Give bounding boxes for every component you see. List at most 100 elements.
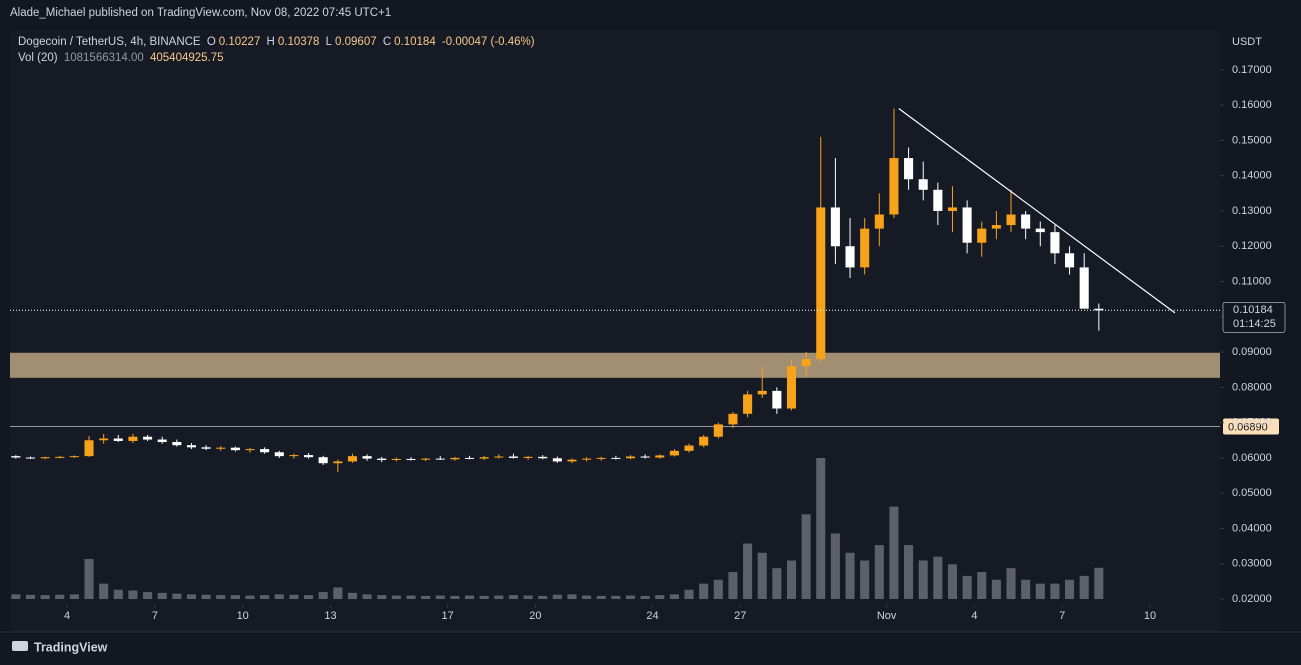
- volume-bar: [186, 594, 197, 599]
- vol-last: 405404925.75: [150, 52, 224, 64]
- volume-bar: [962, 575, 972, 599]
- candle-body: [816, 207, 826, 360]
- x-tick-label: 20: [529, 610, 541, 622]
- volume-bar: [99, 583, 109, 599]
- c-key: C: [382, 36, 392, 48]
- volume-bar: [640, 595, 650, 599]
- volume-bar: [860, 560, 870, 599]
- volume-bar: [260, 595, 270, 599]
- candle-body: [669, 450, 679, 456]
- volume-bar: [991, 579, 1001, 599]
- candle-body: [845, 246, 855, 268]
- volume-bar: [1050, 583, 1060, 599]
- candle-body: [743, 394, 753, 414]
- candle-body: [728, 413, 738, 425]
- vol-name: Vol (20): [18, 52, 58, 64]
- volume-bar: [684, 589, 694, 599]
- candle-body: [40, 457, 50, 459]
- candle-body: [552, 458, 562, 462]
- candle-body: [172, 442, 182, 446]
- candle-body: [406, 458, 416, 460]
- volume-bar: [289, 594, 299, 599]
- candle-body: [611, 457, 621, 459]
- h-key: H: [266, 36, 275, 48]
- volume-bar: [904, 545, 914, 599]
- candle-body: [99, 438, 109, 441]
- candle-body: [479, 457, 489, 459]
- volume-bar: [377, 595, 387, 599]
- level-label: 0.06890: [1228, 421, 1268, 433]
- candle-body: [1050, 232, 1060, 254]
- support-zone: [10, 352, 1220, 378]
- y-tick-label: 0.11000: [1232, 275, 1271, 287]
- volume-bar: [845, 552, 855, 599]
- candle-body: [494, 456, 504, 458]
- volume-bar: [1065, 579, 1075, 599]
- volume-bar: [391, 595, 401, 599]
- candle-body: [347, 456, 357, 462]
- volume-bar: [230, 595, 240, 599]
- candle-body: [435, 458, 445, 460]
- candle-body: [143, 436, 153, 440]
- candle-body: [318, 457, 328, 464]
- change: -0.00047 (-0.46%): [441, 36, 535, 48]
- candle-body: [625, 456, 636, 459]
- brand: TradingView: [34, 640, 108, 654]
- volume-bar: [333, 587, 343, 599]
- candle-body: [55, 456, 65, 458]
- volume-bar: [69, 594, 79, 599]
- x-tick-label: 7: [1059, 610, 1065, 622]
- candle-body: [538, 456, 548, 459]
- candle-body: [757, 390, 767, 395]
- volume-bar: [801, 514, 811, 599]
- candle-body: [918, 179, 928, 190]
- candle-body: [904, 158, 914, 180]
- volume-bar: [143, 592, 153, 599]
- y-tick-label: 0.14000: [1232, 170, 1272, 182]
- candle-body: [830, 207, 840, 247]
- candle-body: [699, 436, 709, 446]
- level-box: [1223, 418, 1279, 435]
- volume-bar: [508, 595, 518, 599]
- y-tick-label: 0.08000: [1232, 381, 1272, 393]
- volume-bar: [494, 595, 504, 599]
- volume-bar: [786, 560, 797, 599]
- candle-body: [289, 455, 299, 457]
- candle-body: [464, 457, 475, 459]
- candle-body: [947, 207, 958, 211]
- x-tick-label: 10: [237, 610, 249, 622]
- volume-bar: [669, 594, 679, 599]
- candle-body: [991, 225, 1001, 229]
- y-tick-label: 0.15000: [1232, 134, 1272, 146]
- x-tick-label: 24: [646, 610, 658, 622]
- candle-body: [304, 455, 314, 458]
- candle-body: [201, 447, 211, 449]
- volume-bar: [450, 595, 460, 599]
- volume-bar: [947, 564, 958, 599]
- volume-bar: [40, 595, 50, 599]
- candle-body: [1065, 253, 1075, 268]
- y-tick-label: 0.17000: [1232, 64, 1272, 76]
- trendline: [898, 108, 1176, 314]
- candle-body: [508, 456, 518, 458]
- volume-bar: [464, 595, 475, 599]
- candle-body: [421, 458, 431, 460]
- x-tick-label: 27: [734, 610, 746, 622]
- candle-body: [655, 455, 665, 458]
- countdown: 01:14:25: [1233, 318, 1276, 330]
- volume-bar: [347, 592, 357, 599]
- candle-body: [1006, 214, 1016, 226]
- volume-bar: [757, 552, 767, 599]
- volume-bar: [1094, 567, 1104, 599]
- candle-body: [860, 228, 870, 268]
- candle-body: [157, 439, 167, 443]
- candle-body: [596, 457, 606, 459]
- candle-body: [362, 456, 372, 459]
- candle-body: [450, 457, 460, 460]
- x-tick-label: 4: [64, 610, 70, 622]
- candle-body: [523, 456, 533, 458]
- candle-body: [128, 436, 138, 441]
- vol-legend: Vol (20) 1081566314.00 405404925.75: [18, 52, 227, 64]
- x-tick-label: 17: [441, 610, 453, 622]
